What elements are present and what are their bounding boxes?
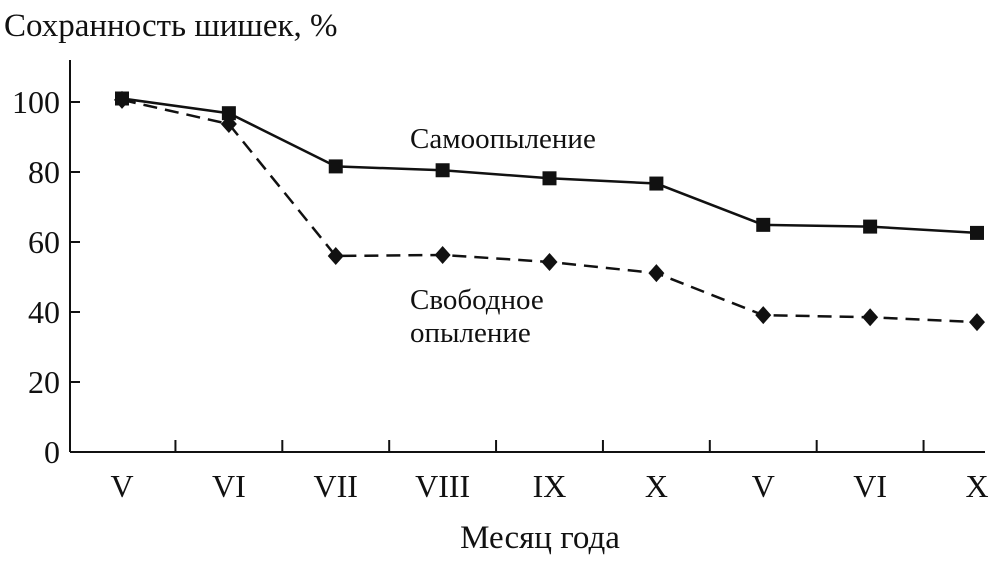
- x-tick-label: VII: [314, 468, 358, 504]
- marker-square: [863, 219, 878, 234]
- marker-square: [542, 171, 557, 186]
- marker-diamond: [969, 313, 985, 332]
- marker-diamond: [327, 247, 344, 265]
- marker-diamond: [862, 308, 879, 327]
- marker-square: [649, 176, 664, 191]
- y-tick-label: 80: [28, 154, 60, 190]
- marker-square: [435, 163, 450, 178]
- marker-diamond: [434, 245, 451, 264]
- series-label: Свободное опыление: [410, 284, 544, 349]
- x-axis-label: Месяц года: [460, 520, 620, 556]
- x-tick-label: IX: [533, 468, 567, 504]
- x-tick-label: X: [645, 468, 668, 504]
- x-tick-label: VIII: [415, 468, 470, 504]
- x-tick-label: VI: [212, 468, 246, 504]
- marker-diamond: [114, 90, 130, 109]
- x-tick-label: V: [110, 468, 133, 504]
- y-tick-label: 40: [28, 294, 60, 330]
- chart-title: Сохранность шишек, %: [4, 8, 338, 44]
- x-tick-label: V: [752, 468, 775, 504]
- marker-diamond: [541, 252, 558, 271]
- marker-diamond: [755, 306, 772, 325]
- series-line: [121, 97, 978, 235]
- x-tick-label: VI: [853, 468, 887, 504]
- marker-square: [328, 159, 343, 174]
- marker-diamond: [220, 115, 237, 134]
- marker-diamond: [648, 264, 665, 283]
- marker-square: [221, 106, 236, 121]
- x-tick-label: X: [965, 468, 988, 504]
- y-tick-label: 60: [28, 224, 60, 260]
- y-tick-label: 0: [44, 434, 60, 470]
- y-tick-label: 20: [28, 364, 60, 400]
- marker-square: [756, 217, 771, 232]
- y-tick-label: 100: [12, 84, 60, 120]
- series-label: Самоопыление: [410, 123, 596, 155]
- marker-square: [970, 225, 984, 240]
